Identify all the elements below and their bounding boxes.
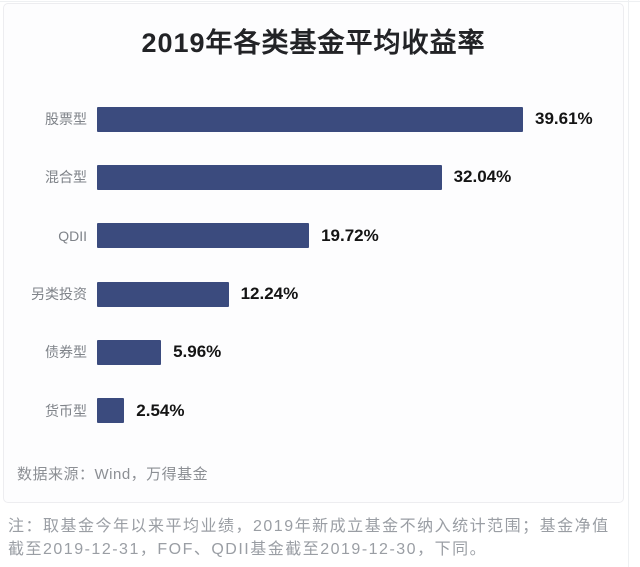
chart-card: 2019年各类基金平均收益率 股票型 39.61% 混合型 32.04% QDII 19.… xyxy=(3,3,624,503)
value-label: 12.24% xyxy=(240,284,299,304)
chart-row: 股票型 39.61% xyxy=(4,90,623,148)
chart-row: 混合型 32.04% xyxy=(4,148,623,206)
chart-row: 债券型 5.96% xyxy=(4,323,623,381)
value-label: 39.61% xyxy=(535,109,593,129)
footnote-line-1: 注：取基金今年以来平均业绩，2019年新成立基金不纳入统计范围；基金净值 xyxy=(8,518,610,535)
bar xyxy=(97,339,162,365)
category-label: 另类投资 xyxy=(31,286,87,303)
bar xyxy=(97,398,125,424)
chart-row: QDII 19.72% xyxy=(4,207,623,265)
data-source-text: 数据来源：Wind，万得基金 xyxy=(17,465,209,483)
footnote-line-2: 截至2019-12-31，FOF、QDII基金截至2019-12-30，下同。 xyxy=(8,541,488,558)
page-right-border xyxy=(628,0,629,567)
bar xyxy=(97,164,442,190)
chart-row: 另类投资 12.24% xyxy=(4,265,623,323)
page-top-border xyxy=(0,1,640,2)
bar xyxy=(97,106,523,132)
footnote: 注：取基金今年以来平均业绩，2019年新成立基金不纳入统计范围；基金净值 截至2… xyxy=(8,515,632,561)
category-label: 混合型 xyxy=(45,169,87,186)
value-label: 2.54% xyxy=(136,400,185,420)
value-label: 5.96% xyxy=(173,342,222,362)
value-label: 32.04% xyxy=(453,167,512,187)
bar xyxy=(97,281,229,307)
category-label: 货币型 xyxy=(45,402,87,419)
category-label: 债券型 xyxy=(45,344,87,361)
chart-row: 货币型 2.54% xyxy=(4,381,623,439)
bar xyxy=(97,223,310,249)
category-label: QDII xyxy=(58,227,87,244)
value-label: 19.72% xyxy=(321,225,379,245)
bar-chart: 股票型 39.61% 混合型 32.04% QDII 19.72% 另类投资 12.24% 债券… xyxy=(4,90,623,440)
category-label: 股票型 xyxy=(45,111,87,128)
chart-title: 2019年各类基金平均收益率 xyxy=(141,28,486,58)
